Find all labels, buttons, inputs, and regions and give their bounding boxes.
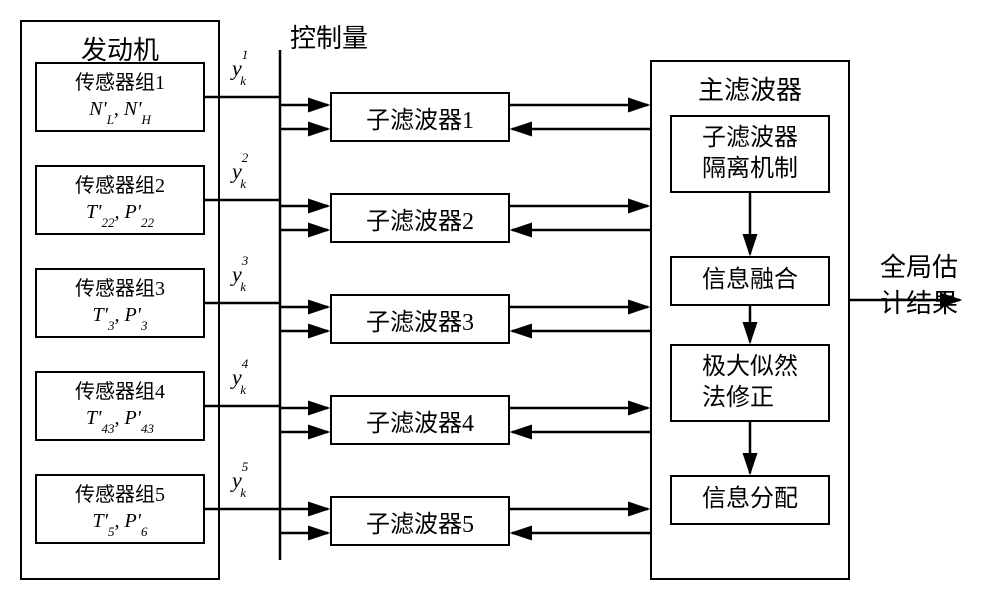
- sensor-name: 传感器组3: [75, 276, 165, 302]
- sub-filter-3: 子滤波器3: [330, 294, 510, 344]
- control-label: 控制量: [290, 18, 368, 55]
- sensor-group-3: 传感器组3T'3, P'3: [35, 268, 205, 338]
- signal-label-5: y5k: [232, 467, 246, 497]
- sub-filter-5: 子滤波器5: [330, 496, 510, 546]
- output-label: 全局估 计结果: [880, 250, 980, 323]
- main-inner-4: 信息分配: [670, 475, 830, 525]
- sensor-vars: T'5, P'6: [93, 508, 148, 537]
- sub-filter-1: 子滤波器1: [330, 92, 510, 142]
- sensor-vars: N'L, N'H: [89, 96, 151, 125]
- sensor-vars: T'22, P'22: [86, 199, 154, 228]
- sensor-group-5: 传感器组5T'5, P'6: [35, 474, 205, 544]
- main-inner-2: 信息融合: [670, 256, 830, 306]
- sensor-name: 传感器组4: [75, 379, 165, 405]
- diagram-root: 发动机 控制量 主滤波器 全局估 计结果 传感器组1N'L, N'H传感器组2T…: [0, 0, 1000, 615]
- sensor-vars: T'3, P'3: [93, 302, 148, 331]
- sub-filter-4: 子滤波器4: [330, 395, 510, 445]
- output-text: 全局估 计结果: [880, 253, 958, 318]
- sensor-group-2: 传感器组2T'22, P'22: [35, 165, 205, 235]
- sensor-name: 传感器组5: [75, 482, 165, 508]
- main-filter-title: 主滤波器: [652, 62, 848, 113]
- sensor-group-4: 传感器组4T'43, P'43: [35, 371, 205, 441]
- sensor-name: 传感器组1: [75, 70, 165, 96]
- signal-label-2: y2k: [232, 158, 246, 188]
- signal-label-4: y4k: [232, 364, 246, 394]
- main-inner-3: 极大似然 法修正: [670, 344, 830, 422]
- sensor-name: 传感器组2: [75, 173, 165, 199]
- signal-label-1: y1k: [232, 55, 246, 85]
- sensor-vars: T'43, P'43: [86, 405, 154, 434]
- signal-label-3: y3k: [232, 261, 246, 291]
- main-inner-1: 子滤波器 隔离机制: [670, 115, 830, 193]
- sub-filter-2: 子滤波器2: [330, 193, 510, 243]
- sensor-group-1: 传感器组1N'L, N'H: [35, 62, 205, 132]
